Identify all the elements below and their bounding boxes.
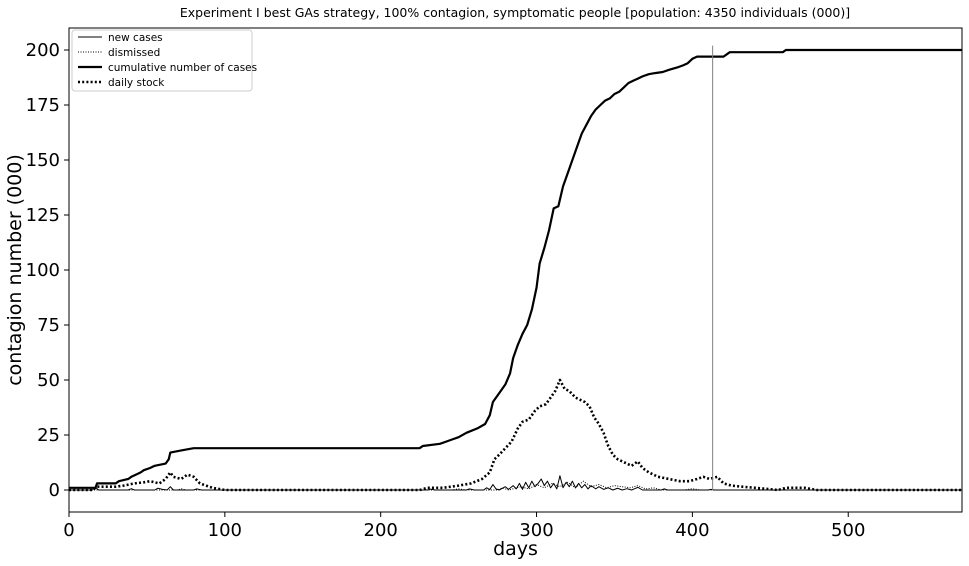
y-tick-label: 50 [37, 370, 60, 391]
y-axis-label: contagion number (000) [4, 154, 26, 386]
y-tick-label: 25 [37, 425, 60, 446]
legend-box [71, 29, 253, 92]
legend-label: new cases [108, 32, 163, 44]
y-tick-label: 75 [37, 315, 60, 336]
x-axis: 0 100 200 300 400 500 [63, 512, 865, 541]
x-axis-label: days [493, 538, 538, 560]
y-tick-label: 0 [49, 480, 60, 501]
y-tick-label: 175 [26, 95, 60, 116]
series-line-dismissed [69, 480, 962, 491]
x-tick-label: 400 [675, 520, 709, 541]
legend: new cases dismissed cumulative number of c… [71, 29, 257, 92]
series-layer [69, 48, 962, 492]
x-tick-label: 0 [63, 520, 74, 541]
legend-label: daily stock [108, 77, 165, 89]
legend-label: cumulative number of cases [108, 62, 257, 74]
x-tick-label: 300 [519, 520, 553, 541]
series-line-cumulative-number-of-cases [69, 48, 962, 489]
y-axis: 0 25 50 75 100 125 150 175 200 [26, 40, 69, 501]
plot-frame [68, 27, 963, 513]
series-line-daily-stock [69, 378, 962, 492]
legend-label: dismissed [108, 47, 160, 59]
plot-area [68, 27, 963, 513]
y-tick-label: 100 [26, 260, 60, 281]
y-tick-label: 150 [26, 150, 60, 171]
y-tick-label: 200 [26, 40, 60, 61]
x-tick-label: 100 [208, 520, 242, 541]
y-tick-label: 125 [26, 205, 60, 226]
chart-title: Experiment I best GAs strategy, 100% con… [180, 5, 850, 20]
x-tick-label: 500 [831, 520, 865, 541]
x-tick-label: 200 [364, 520, 398, 541]
